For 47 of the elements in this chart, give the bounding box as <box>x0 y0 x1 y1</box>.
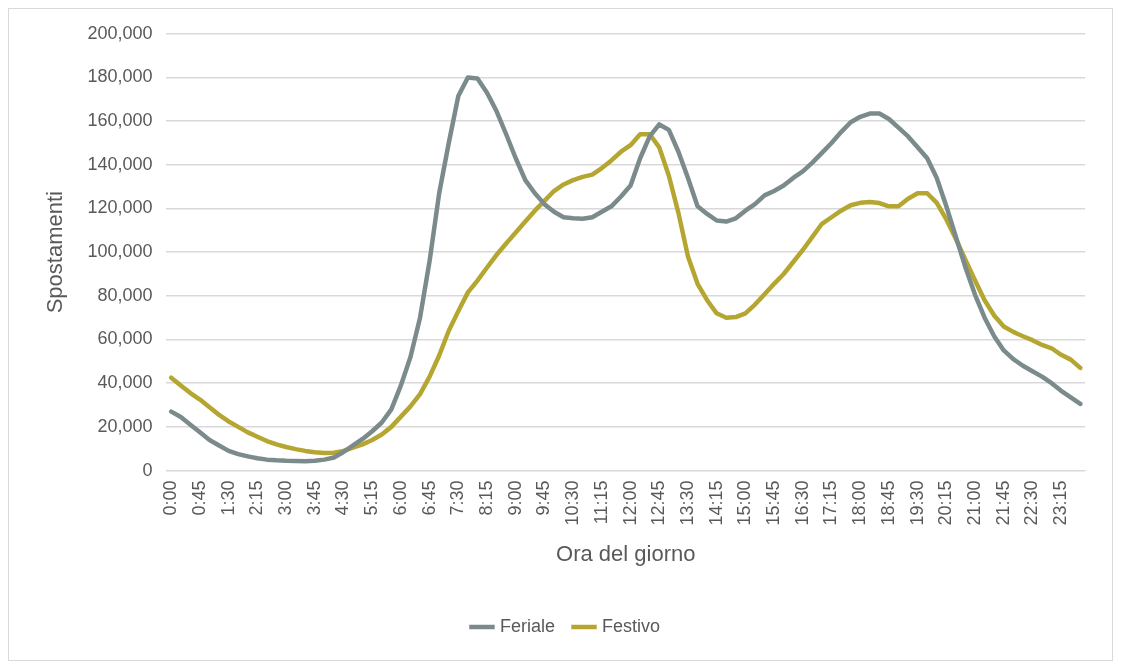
x-tick-label: 0:45 <box>188 480 209 516</box>
legend-label: Feriale <box>499 615 556 636</box>
x-tick-label: 14:15 <box>705 480 726 526</box>
x-tick-label: 11:15 <box>590 480 611 525</box>
x-tick-label: 19:30 <box>906 480 927 526</box>
x-tick-label: 9:45 <box>533 480 554 516</box>
x-tick-label: 8:15 <box>476 480 496 516</box>
x-tick-label: 9:00 <box>504 480 525 516</box>
x-tick-label: 13:30 <box>676 480 697 526</box>
x-tick-label: 4:30 <box>332 480 353 516</box>
x-tick-label: 5:15 <box>361 480 382 516</box>
x-tick-label: 15:45 <box>763 480 784 526</box>
x-tick-label: 1:30 <box>217 480 238 516</box>
x-tick-label: 22:30 <box>1021 480 1042 526</box>
x-tick-label: 23:15 <box>1050 480 1071 526</box>
x-tick-label: 6:45 <box>418 480 439 516</box>
legend-label: Festivo <box>602 615 661 636</box>
y-tick-label: 0 <box>142 459 153 480</box>
x-tick-label: 16:30 <box>791 480 812 526</box>
x-tick-label: 12:00 <box>619 480 640 526</box>
y-tick-label: 160,000 <box>87 110 153 131</box>
y-tick-label: 200,000 <box>87 22 153 43</box>
y-axis-title: Spostamenti <box>42 191 68 314</box>
y-tick-label: 180,000 <box>87 66 153 87</box>
y-tick-label: 140,000 <box>87 153 153 174</box>
x-tick-label: 0:00 <box>160 480 181 516</box>
y-tick-label: 100,000 <box>87 241 153 262</box>
y-tick-label: 60,000 <box>97 328 153 349</box>
x-tick-label: 18:45 <box>877 480 898 526</box>
y-tick-label: 40,000 <box>97 372 153 393</box>
x-tick-label: 20:15 <box>935 480 956 526</box>
x-tick-label: 18:00 <box>849 480 870 526</box>
y-tick-label: 80,000 <box>97 284 153 305</box>
x-axis-title: Ora del giorno <box>556 540 696 566</box>
y-tick-label: 20,000 <box>97 415 153 436</box>
x-tick-label: 17:15 <box>820 480 841 526</box>
x-tick-label: 12:45 <box>648 480 669 526</box>
x-tick-label: 7:30 <box>447 480 468 516</box>
y-tick-label: 120,000 <box>87 197 153 218</box>
x-tick-label: 21:00 <box>964 480 985 526</box>
x-tick-label: 3:45 <box>303 480 324 516</box>
x-tick-label: 6:00 <box>389 480 410 516</box>
x-tick-label: 21:45 <box>992 480 1013 526</box>
x-tick-label: 2:15 <box>246 480 267 516</box>
x-tick-label: 15:00 <box>734 480 755 526</box>
x-tick-label: 3:00 <box>275 480 296 516</box>
x-tick-label: 10:30 <box>562 480 583 526</box>
